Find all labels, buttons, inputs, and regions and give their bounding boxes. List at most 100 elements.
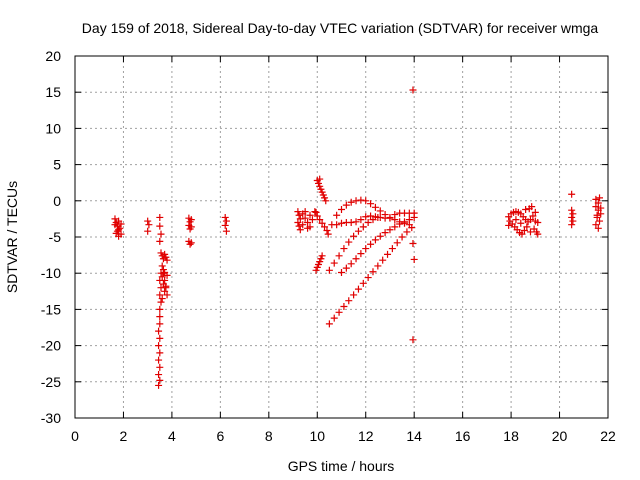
data-point xyxy=(325,320,333,328)
data-point xyxy=(357,250,365,258)
data-point xyxy=(362,197,370,205)
data-point xyxy=(354,285,362,293)
data-point xyxy=(324,230,332,238)
y-tick-label: -5 xyxy=(49,229,62,245)
data-point xyxy=(330,314,338,322)
data-point xyxy=(359,223,367,231)
data-point xyxy=(321,223,329,231)
data-point xyxy=(352,218,360,226)
data-point xyxy=(156,213,164,221)
data-point xyxy=(384,250,392,258)
data-point xyxy=(568,206,576,214)
data-point xyxy=(342,264,350,272)
y-tick-label: -15 xyxy=(41,301,61,317)
x-tick-label: 18 xyxy=(503,428,519,444)
data-point xyxy=(156,222,164,230)
data-point xyxy=(155,342,163,350)
data-point xyxy=(323,226,331,234)
data-point xyxy=(333,211,341,219)
data-point xyxy=(312,208,320,216)
data-point xyxy=(367,212,375,220)
data-point xyxy=(568,221,576,229)
data-point xyxy=(335,252,343,260)
data-point xyxy=(145,221,153,229)
data-point xyxy=(342,201,350,209)
data-point xyxy=(403,228,411,236)
data-point xyxy=(186,240,194,248)
data-point xyxy=(374,213,382,221)
data-point xyxy=(352,255,360,263)
data-point xyxy=(156,237,164,245)
data-point xyxy=(379,256,387,264)
x-tick-label: 16 xyxy=(455,428,471,444)
data-point xyxy=(520,226,528,234)
data-point xyxy=(526,228,534,236)
data-point xyxy=(359,279,367,287)
data-point xyxy=(301,214,309,222)
data-point xyxy=(340,303,348,311)
data-point xyxy=(155,381,163,389)
data-point xyxy=(313,212,321,220)
data-point xyxy=(505,221,513,229)
x-tick-label: 4 xyxy=(168,428,176,444)
data-point xyxy=(157,230,165,238)
data-point xyxy=(156,376,164,384)
data-point xyxy=(316,175,324,183)
data-point xyxy=(409,336,417,344)
data-point xyxy=(155,371,163,379)
data-point xyxy=(161,268,169,276)
x-tick-label: 6 xyxy=(216,428,224,444)
data-point xyxy=(115,226,123,234)
data-point xyxy=(156,349,164,357)
data-point xyxy=(347,260,355,268)
data-point xyxy=(301,208,309,216)
data-point xyxy=(345,238,353,246)
data-point xyxy=(410,255,418,263)
x-tick-label: 22 xyxy=(600,428,616,444)
data-point xyxy=(158,273,166,281)
data-point xyxy=(526,216,534,224)
data-point xyxy=(330,259,338,267)
x-tick-label: 20 xyxy=(552,428,568,444)
data-point xyxy=(322,197,330,205)
data-point xyxy=(318,219,326,227)
data-point xyxy=(316,216,324,224)
y-tick-label: -30 xyxy=(41,410,61,426)
data-point xyxy=(517,219,525,227)
data-point xyxy=(144,227,152,235)
data-point xyxy=(318,252,326,260)
data-point xyxy=(294,208,302,216)
data-point xyxy=(296,226,304,234)
data-point xyxy=(161,287,169,295)
data-point xyxy=(156,363,164,371)
data-point xyxy=(364,274,372,282)
data-point xyxy=(155,356,163,364)
x-tick-label: 2 xyxy=(120,428,128,444)
data-point xyxy=(347,198,355,206)
data-point xyxy=(338,219,345,227)
data-point xyxy=(596,194,604,202)
data-point xyxy=(594,224,602,232)
data-point xyxy=(393,239,401,247)
y-tick-label: 20 xyxy=(45,48,61,64)
data-point xyxy=(569,217,577,225)
data-point xyxy=(518,230,526,238)
data-point xyxy=(156,305,164,313)
data-point xyxy=(371,236,379,244)
data-point xyxy=(367,240,375,248)
data-point xyxy=(381,229,389,237)
x-tick-label: 14 xyxy=(406,428,422,444)
data-points xyxy=(111,86,605,389)
data-point xyxy=(592,203,600,211)
data-point xyxy=(158,295,166,303)
data-point xyxy=(352,197,360,205)
data-point xyxy=(369,268,377,276)
data-point xyxy=(187,239,195,247)
data-point xyxy=(163,256,171,264)
y-axis-label: SDTVAR / TECUs xyxy=(4,181,20,293)
y-tick-label: 10 xyxy=(45,120,61,136)
data-point xyxy=(299,221,307,229)
data-point xyxy=(117,220,125,228)
data-point xyxy=(531,217,539,225)
data-point xyxy=(409,240,417,248)
